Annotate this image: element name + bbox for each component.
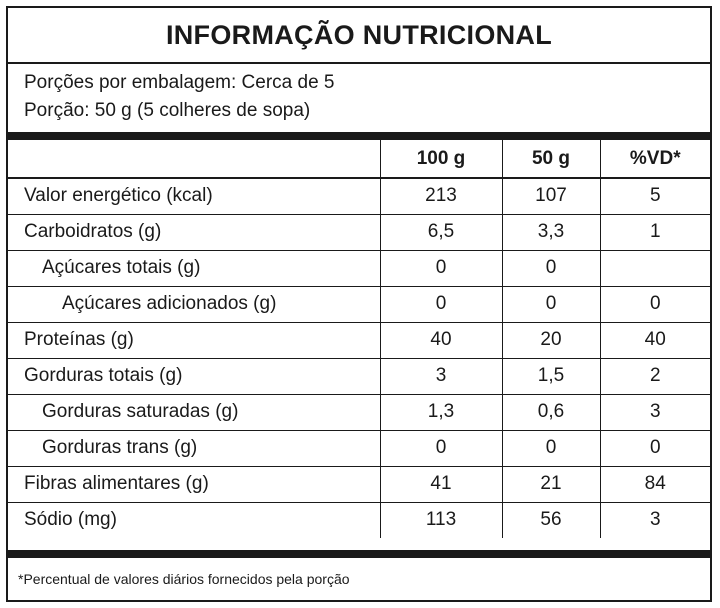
value-dv: 84: [599, 466, 710, 503]
footnote: *Percentual de valores diários fornecido…: [18, 571, 350, 587]
nutrient-name: Gorduras saturadas (g): [8, 394, 380, 431]
table-row: Gorduras totais (g) 3 1,5 2: [8, 358, 710, 395]
header-serving: 50 g: [501, 140, 600, 179]
value-dv: 40: [599, 322, 710, 359]
table-header-row: 100 g 50 g %VD*: [8, 140, 710, 179]
value-serving: 107: [501, 178, 600, 215]
nutrient-name: Proteínas (g): [8, 322, 380, 359]
value-serving: 20: [501, 322, 600, 359]
value-dv: [599, 250, 710, 287]
value-dv: 5: [599, 178, 710, 215]
nutrient-name: Fibras alimentares (g): [8, 466, 380, 503]
value-serving: 0: [501, 286, 600, 323]
value-100g: 40: [379, 322, 502, 359]
value-100g: 3: [379, 358, 502, 395]
nutrient-name: Açúcares adicionados (g): [8, 286, 380, 323]
value-100g: 1,3: [379, 394, 502, 431]
value-100g: 0: [379, 250, 502, 287]
nutrition-facts-label: INFORMAÇÃO NUTRICIONAL Porções por embal…: [6, 6, 712, 602]
value-dv: 3: [599, 394, 710, 431]
table-row: Carboidratos (g) 6,5 3,3 1: [8, 214, 710, 251]
value-dv: 2: [599, 358, 710, 395]
value-100g: 213: [379, 178, 502, 215]
nutrient-name: Valor energético (kcal): [8, 178, 380, 215]
serving-size: Porção: 50 g (5 colheres de sopa): [24, 100, 311, 121]
value-serving: 0,6: [501, 394, 600, 431]
nutrition-table: 100 g 50 g %VD* Valor energético (kcal) …: [8, 140, 710, 538]
label-title: INFORMAÇÃO NUTRICIONAL: [8, 8, 710, 64]
header-blank: [8, 140, 380, 179]
table-row: Fibras alimentares (g) 41 21 84: [8, 466, 710, 503]
nutrient-name: Gorduras totais (g): [8, 358, 380, 395]
nutrient-name: Gorduras trans (g): [8, 430, 380, 467]
nutrient-name: Carboidratos (g): [8, 214, 380, 251]
value-dv: 0: [599, 430, 710, 467]
thick-divider-bottom: [8, 550, 710, 558]
value-serving: 21: [501, 466, 600, 503]
value-serving: 56: [501, 502, 600, 538]
value-100g: 6,5: [379, 214, 502, 251]
table-row: Açúcares adicionados (g) 0 0 0: [8, 286, 710, 323]
nutrient-name: Sódio (mg): [24, 509, 117, 531]
table-row: Sódio (mg) 113 56 3: [8, 502, 710, 538]
value-100g: 0: [379, 286, 502, 323]
value-serving: 0: [501, 250, 600, 287]
value-100g: 0: [379, 430, 502, 467]
table-row: Proteínas (g) 40 20 40: [8, 322, 710, 359]
value-100g: 41: [379, 466, 502, 503]
table-row: Valor energético (kcal) 213 107 5: [8, 178, 710, 215]
header-100g: 100 g: [379, 140, 502, 179]
value-dv: 0: [599, 286, 710, 323]
value-serving: 0: [501, 430, 600, 467]
value-serving: 1,5: [501, 358, 600, 395]
servings-per-package: Porções por embalagem: Cerca de 5: [24, 72, 335, 93]
value-serving: 3,3: [501, 214, 600, 251]
table-row: Açúcares totais (g) 0 0: [8, 250, 710, 287]
header-dv: %VD*: [599, 140, 710, 179]
table-row: Gorduras trans (g) 0 0 0: [8, 430, 710, 467]
serving-info: Porções por embalagem: Cerca de 5 Porção…: [24, 64, 704, 134]
nutrient-name: Açúcares totais (g): [8, 250, 380, 287]
thick-divider-top: [8, 132, 710, 140]
value-100g: 113: [379, 502, 502, 538]
value-dv: 1: [599, 214, 710, 251]
table-row: Gorduras saturadas (g) 1,3 0,6 3: [8, 394, 710, 431]
value-dv: 3: [599, 502, 710, 538]
